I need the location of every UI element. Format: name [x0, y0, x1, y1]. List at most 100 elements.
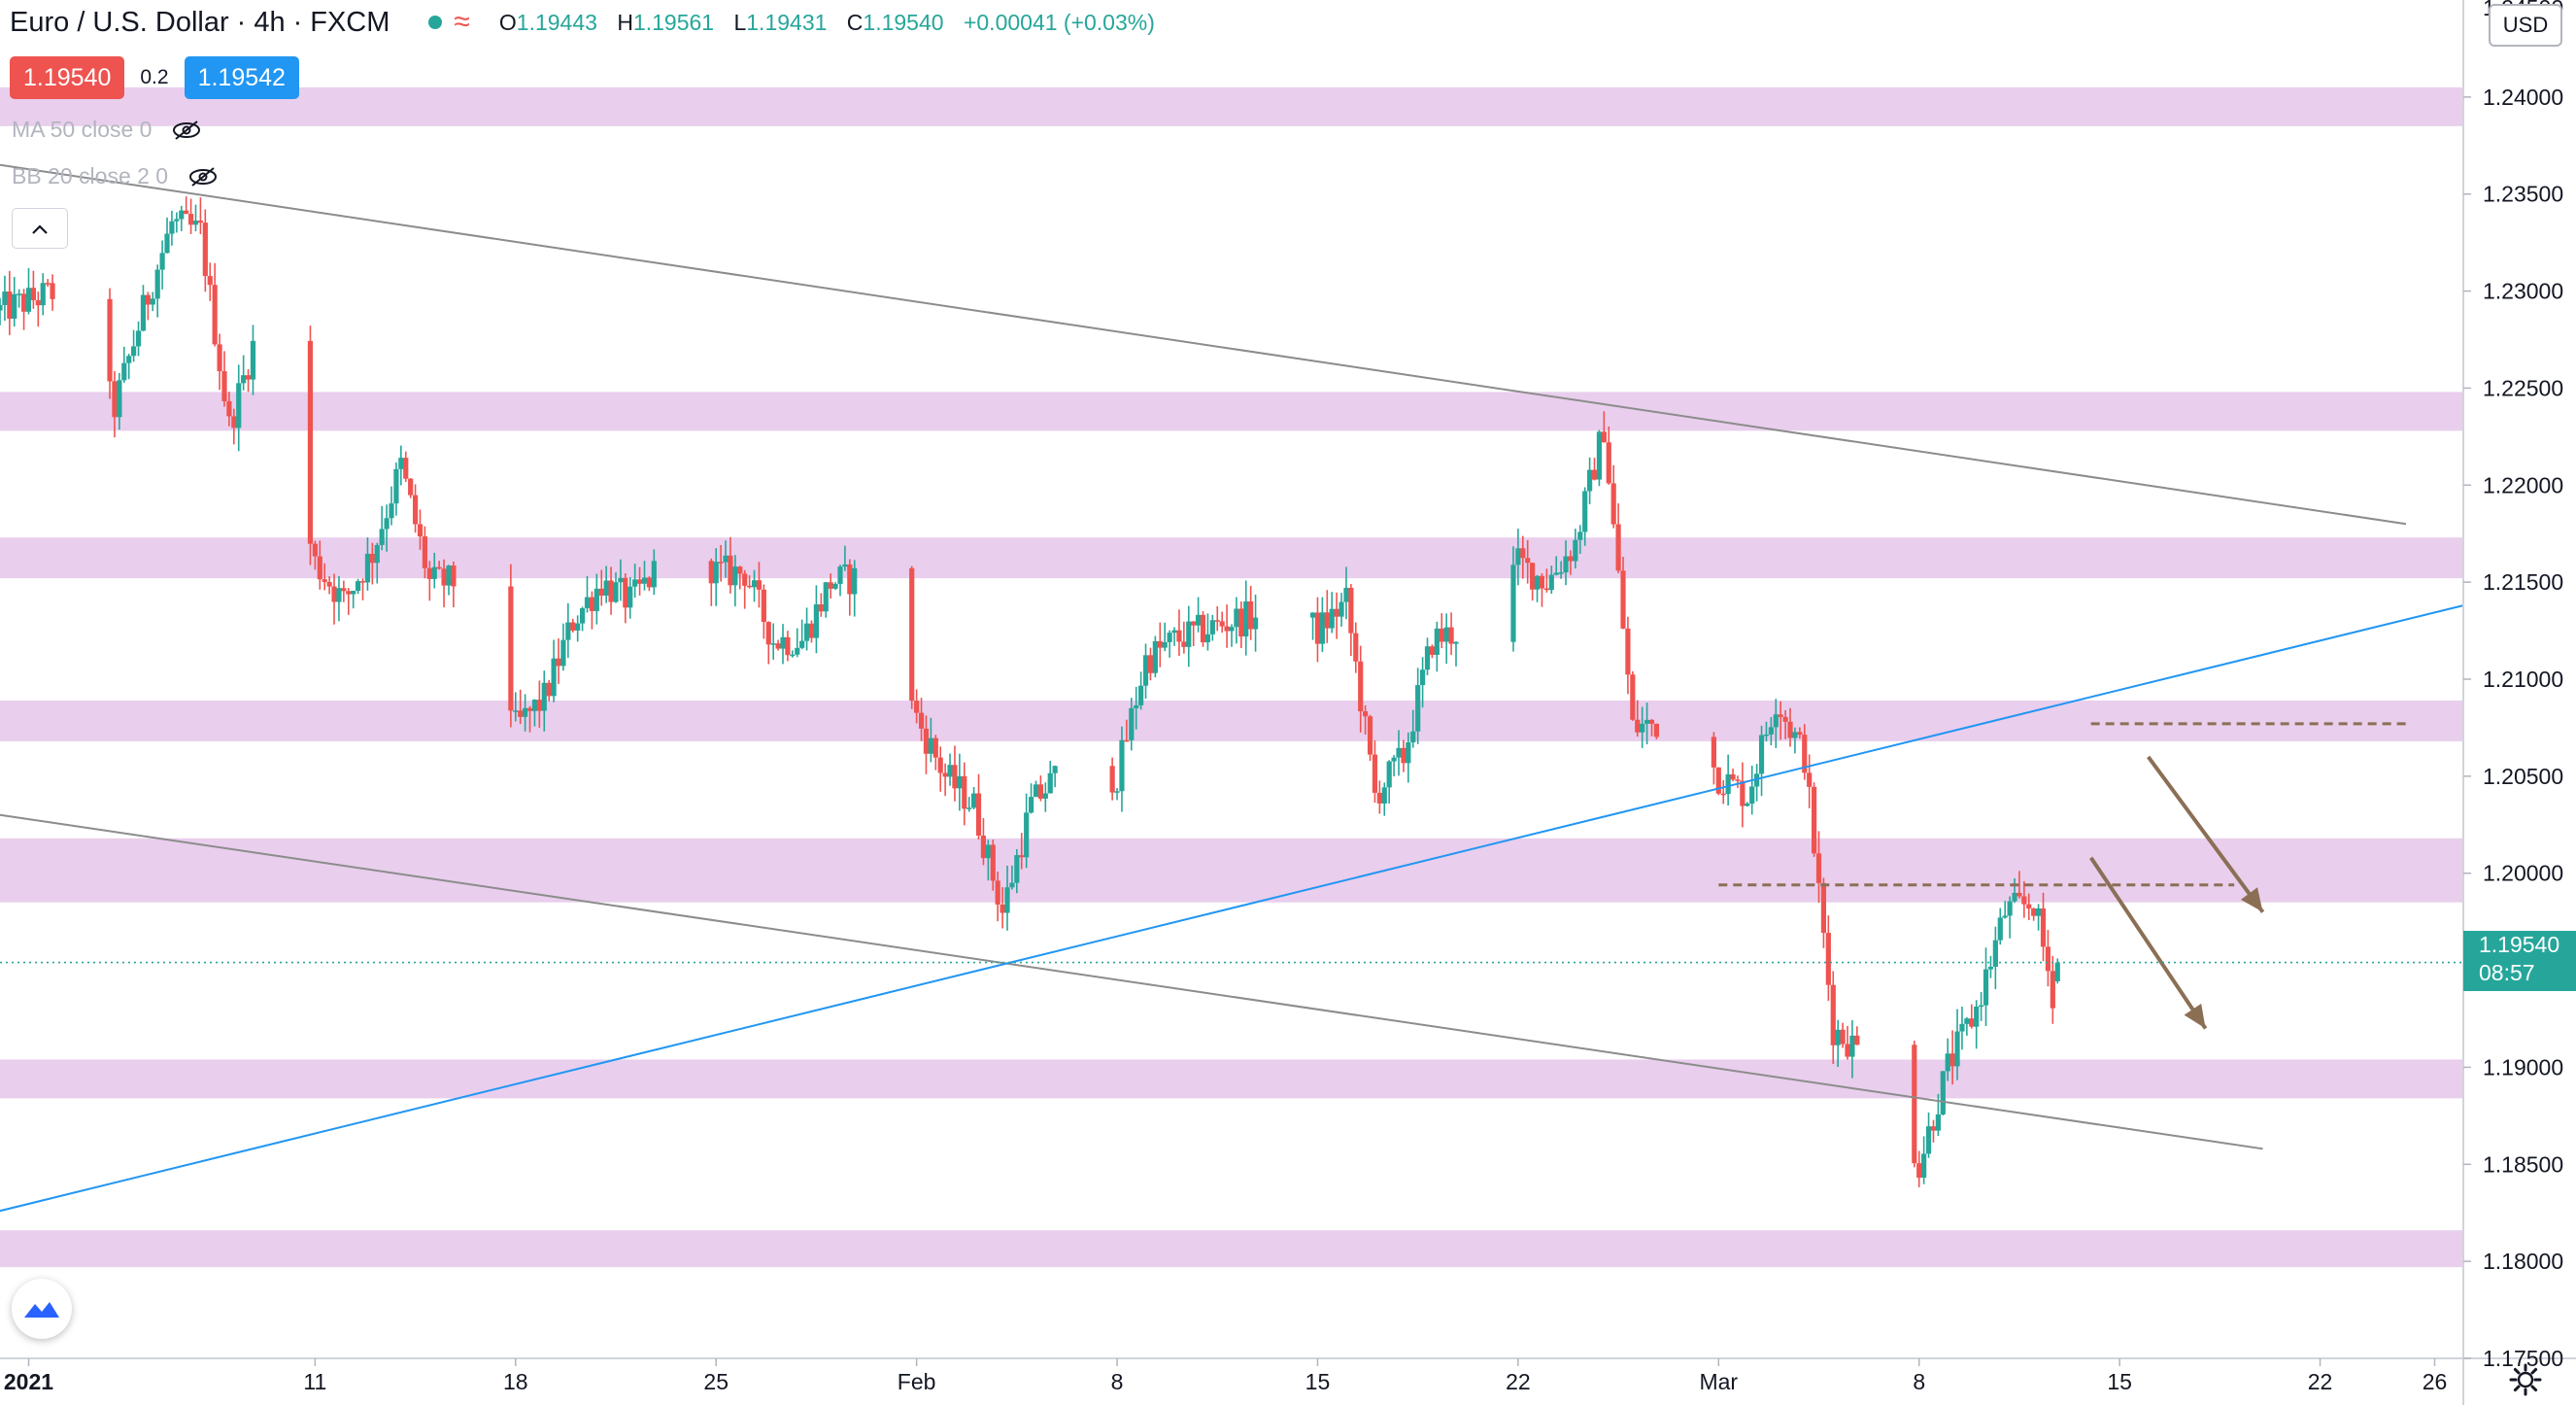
- indicator-bb[interactable]: BB 20 close 2 0: [12, 163, 219, 189]
- candle-body: [431, 566, 437, 579]
- indicator-ma[interactable]: MA 50 close 0: [12, 117, 202, 143]
- price-zone: [0, 700, 2463, 741]
- candle-body: [785, 636, 791, 656]
- candle-body: [393, 468, 399, 504]
- candle-body: [1992, 940, 1998, 967]
- time-label: Mar: [1699, 1369, 1738, 1394]
- candle-body: [1749, 786, 1755, 805]
- candle-body: [952, 765, 958, 789]
- candle-body: [236, 383, 242, 428]
- chevron-up-icon: [30, 215, 50, 242]
- candle-body: [1615, 524, 1621, 571]
- candle-body: [1983, 969, 1989, 1006]
- candle-body: [1324, 612, 1330, 629]
- price-label: 1.18500: [2483, 1151, 2563, 1177]
- interval-label[interactable]: 4h: [254, 6, 286, 38]
- candle-body: [1429, 646, 1436, 656]
- candle-body: [909, 567, 915, 702]
- candle-body: [1047, 772, 1053, 794]
- candle-body: [1720, 793, 1726, 796]
- price-zone: [0, 392, 2463, 431]
- candle-body: [828, 582, 833, 589]
- candle-body: [1147, 655, 1154, 673]
- candle-body: [832, 583, 838, 589]
- currency-button[interactable]: USD: [2489, 4, 2562, 47]
- candle-body: [1568, 556, 1574, 562]
- candle-body: [713, 562, 719, 584]
- collapse-legend-button[interactable]: [12, 208, 68, 249]
- candle-body: [1339, 601, 1344, 617]
- candle-body: [374, 544, 380, 564]
- tradingview-logo[interactable]: [12, 1279, 72, 1339]
- candle-body: [593, 588, 599, 611]
- candle-body: [1969, 1018, 1975, 1027]
- change-value: +0.00041 (+0.03%): [963, 9, 1155, 35]
- candle-body: [1543, 588, 1549, 591]
- candle-body: [813, 604, 820, 638]
- candle-body: [923, 728, 930, 754]
- candle-body: [1109, 766, 1115, 793]
- wave-icon: ≈: [454, 6, 470, 38]
- buy-button[interactable]: 1.19542: [184, 56, 299, 99]
- candle-body: [1635, 719, 1641, 733]
- candle-body: [570, 622, 576, 631]
- candle-body: [623, 577, 628, 608]
- candle-body: [341, 588, 347, 592]
- candle-body: [1820, 882, 1827, 934]
- candle-body: [446, 565, 452, 586]
- candle-body: [531, 700, 538, 711]
- candle-body: [1987, 966, 1994, 970]
- candle-body: [1171, 630, 1177, 634]
- price-label: 1.23000: [2483, 279, 2563, 304]
- down-arrow: [2147, 755, 2265, 913]
- current-price-tag: 1.19540 08:57: [2463, 931, 2576, 991]
- indicator-bb-label: BB 20 close 2 0: [12, 163, 169, 188]
- candle-body: [1152, 640, 1158, 673]
- candle-body: [1979, 1005, 1984, 1008]
- candle-body: [1520, 548, 1526, 559]
- candle-body: [775, 643, 781, 649]
- down-arrow: [2088, 856, 2208, 1030]
- time-label: 15: [1305, 1369, 1331, 1394]
- eye-crossed-icon[interactable]: [171, 120, 202, 141]
- gear-icon[interactable]: [2508, 1362, 2543, 1397]
- candle-body: [451, 565, 457, 587]
- candle-body: [1916, 1163, 1922, 1179]
- candle-body: [613, 582, 619, 602]
- time-label: 25: [703, 1369, 729, 1394]
- market-open-dot-icon: [428, 16, 443, 29]
- candle-body: [1940, 1071, 1946, 1114]
- candle-body: [179, 210, 185, 220]
- eye-crossed-icon[interactable]: [187, 166, 219, 188]
- time-label: 8: [1111, 1369, 1124, 1394]
- sell-button[interactable]: 1.19540: [10, 56, 125, 99]
- candle-body: [1840, 1029, 1846, 1045]
- candle-body: [1792, 732, 1798, 738]
- price-zone: [0, 1059, 2463, 1099]
- candle-body: [221, 371, 227, 401]
- candle-body: [45, 283, 51, 285]
- symbol-title[interactable]: Euro / U.S. Dollar: [10, 6, 229, 38]
- candle-body: [1243, 600, 1249, 637]
- candle-body: [192, 221, 199, 225]
- candle-body: [1191, 621, 1197, 626]
- candle-body: [1797, 732, 1803, 736]
- candle-body: [1825, 933, 1831, 985]
- candle-body: [1014, 855, 1020, 883]
- candle-body: [1725, 773, 1731, 795]
- candle-body: [231, 416, 237, 428]
- candle-body: [1935, 1114, 1941, 1131]
- candle-body: [795, 647, 800, 655]
- candle-body: [1391, 757, 1397, 762]
- candle-body: [1959, 1023, 1965, 1032]
- candle-body: [1124, 739, 1130, 742]
- candle-body: [1353, 633, 1359, 662]
- candle-body: [241, 375, 247, 384]
- candle-body: [1740, 780, 1746, 806]
- candle-body: [947, 765, 953, 777]
- candle-body: [1114, 791, 1120, 793]
- candle-body: [126, 356, 132, 363]
- candle-body: [1730, 773, 1736, 780]
- candle-body: [1845, 1044, 1850, 1057]
